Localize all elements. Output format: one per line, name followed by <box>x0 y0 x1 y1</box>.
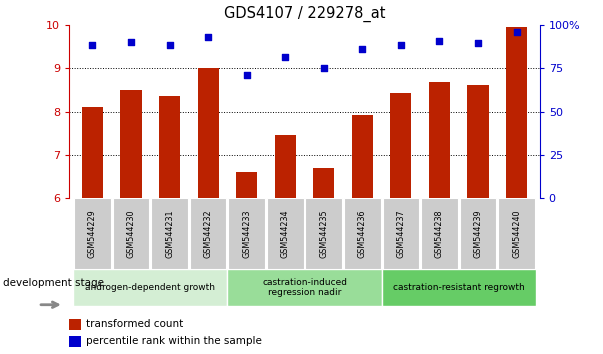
Bar <box>74 198 111 269</box>
Bar <box>459 198 496 269</box>
Bar <box>190 198 227 269</box>
Text: GSM544230: GSM544230 <box>127 209 136 258</box>
Text: transformed count: transformed count <box>86 319 183 329</box>
Bar <box>82 107 103 198</box>
Text: percentile rank within the sample: percentile rank within the sample <box>86 336 262 346</box>
Point <box>473 41 483 46</box>
Text: castration-resistant regrowth: castration-resistant regrowth <box>393 283 525 292</box>
Bar <box>151 198 188 269</box>
Text: GSM544237: GSM544237 <box>396 209 405 258</box>
Point <box>435 39 444 44</box>
Bar <box>498 198 535 269</box>
Bar <box>313 168 335 198</box>
Text: castration-induced
regression nadir: castration-induced regression nadir <box>262 278 347 297</box>
Point <box>165 42 174 47</box>
Bar <box>352 115 373 198</box>
Text: GSM544229: GSM544229 <box>88 209 97 258</box>
Bar <box>382 269 536 306</box>
Point <box>203 34 213 40</box>
Bar <box>429 82 450 198</box>
Bar <box>227 269 382 306</box>
Point <box>280 55 290 60</box>
Text: GSM544239: GSM544239 <box>473 209 482 258</box>
Text: GSM544232: GSM544232 <box>204 209 213 258</box>
Bar <box>467 85 488 198</box>
Title: GDS4107 / 229278_at: GDS4107 / 229278_at <box>224 6 385 22</box>
Point <box>396 42 406 47</box>
Point <box>87 42 97 47</box>
Text: GSM544238: GSM544238 <box>435 209 444 258</box>
Text: GSM544234: GSM544234 <box>281 209 289 258</box>
Bar <box>236 172 257 198</box>
Point <box>126 39 136 45</box>
Bar <box>159 96 180 198</box>
Point <box>242 72 251 78</box>
Bar <box>113 198 150 269</box>
Bar <box>73 269 227 306</box>
Point <box>358 46 367 52</box>
Bar <box>382 198 419 269</box>
Bar <box>506 27 527 198</box>
Text: development stage: development stage <box>4 278 104 288</box>
Bar <box>229 198 265 269</box>
Text: GSM544236: GSM544236 <box>358 209 367 258</box>
Bar <box>69 319 81 330</box>
Bar <box>198 68 219 198</box>
Text: GSM544231: GSM544231 <box>165 209 174 258</box>
Bar <box>121 90 142 198</box>
Bar <box>421 198 458 269</box>
Text: GSM544233: GSM544233 <box>242 209 251 258</box>
Bar <box>267 198 303 269</box>
Bar <box>274 135 296 198</box>
Bar <box>306 198 342 269</box>
Bar <box>69 336 81 347</box>
Text: GSM544235: GSM544235 <box>320 209 328 258</box>
Bar <box>390 93 411 198</box>
Bar <box>344 198 380 269</box>
Text: androgen-dependent growth: androgen-dependent growth <box>85 283 215 292</box>
Point <box>512 29 522 35</box>
Point <box>319 65 329 71</box>
Text: GSM544240: GSM544240 <box>512 209 521 258</box>
